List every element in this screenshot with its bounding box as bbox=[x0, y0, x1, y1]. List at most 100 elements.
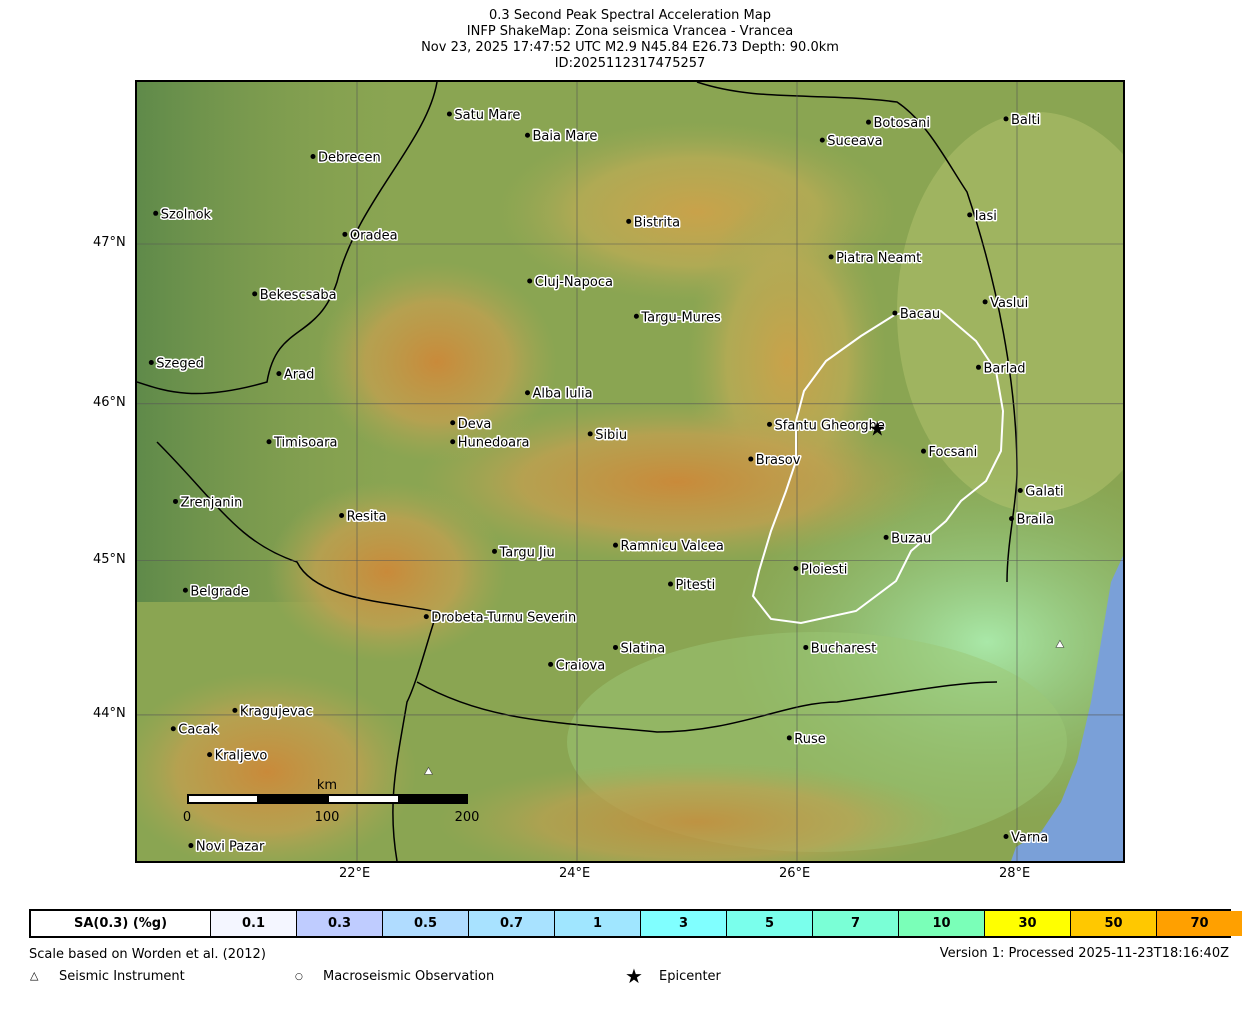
city-marker[interactable]: Resita bbox=[339, 508, 388, 526]
map-title: 0.3 Second Peak Spectral Acceleration Ma… bbox=[489, 8, 771, 23]
lat-tick-label: 45°N bbox=[93, 551, 126, 567]
city-marker[interactable]: Arad bbox=[276, 366, 316, 384]
city-dot-icon bbox=[423, 614, 429, 620]
city-marker[interactable]: Brasov bbox=[748, 452, 802, 470]
city-marker[interactable]: Slatina bbox=[613, 640, 667, 658]
city-label: Iasi bbox=[975, 209, 997, 224]
city-dot-icon bbox=[525, 132, 530, 138]
city-marker[interactable]: Braila bbox=[1009, 511, 1055, 529]
seismic-instrument-triangle-icon[interactable] bbox=[1055, 639, 1065, 648]
city-marker[interactable]: Suceava bbox=[819, 133, 884, 151]
city-dot-icon bbox=[793, 566, 799, 572]
city-marker[interactable]: Debrecen bbox=[310, 149, 382, 167]
epicenter-star-icon[interactable] bbox=[869, 421, 885, 436]
city-marker[interactable]: Ruse bbox=[786, 730, 827, 748]
city-dot-icon bbox=[921, 448, 926, 454]
city-marker[interactable]: Bekescsaba bbox=[252, 286, 338, 304]
city-dot-icon bbox=[613, 542, 618, 548]
city-marker[interactable]: Galati bbox=[1017, 483, 1065, 501]
city-label: Novi Pazar bbox=[196, 840, 265, 855]
city-marker[interactable]: Drobeta-Turnu Severin bbox=[423, 609, 578, 627]
city-marker[interactable]: Sibiu bbox=[587, 426, 629, 444]
legend-bin: 0.7 bbox=[468, 911, 554, 936]
city-marker[interactable]: Cluj-Napoca bbox=[527, 274, 614, 292]
legend-bin: 3 bbox=[640, 911, 726, 936]
city-dot-icon bbox=[153, 210, 159, 216]
city-dot-icon bbox=[527, 278, 533, 284]
city-marker[interactable]: Kragujevac bbox=[232, 703, 314, 721]
city-marker[interactable]: Hunedoara bbox=[450, 434, 531, 452]
city-marker[interactable]: Targu-Mures bbox=[633, 309, 722, 327]
legend-header: SA(0.3) (%g) bbox=[73, 916, 168, 931]
city-marker[interactable]: Iasi bbox=[967, 207, 998, 225]
city-marker[interactable]: Buzau bbox=[883, 530, 933, 548]
city-dot-icon bbox=[982, 299, 988, 305]
city-marker[interactable]: Ramnicu Valcea bbox=[613, 538, 725, 556]
city-marker[interactable]: Satu Mare bbox=[446, 106, 522, 124]
city-marker[interactable]: Pitesti bbox=[668, 577, 717, 595]
city-dot-icon bbox=[525, 390, 530, 396]
city-marker[interactable]: Vaslui bbox=[982, 294, 1030, 312]
shakemap[interactable]: Satu Mare Baia Mare Debrecen Botosani Suceav… bbox=[135, 80, 1125, 863]
city-label: Brasov bbox=[756, 453, 801, 468]
star-icon: ★ bbox=[625, 964, 643, 988]
city-label: Zrenjanin bbox=[181, 495, 243, 510]
city-label: Barlad bbox=[984, 361, 1026, 376]
city-dot-icon bbox=[170, 726, 176, 732]
city-marker[interactable]: Bistrita bbox=[626, 214, 682, 232]
map-subtitle: INFP ShakeMap: Zona seismica Vrancea - V… bbox=[466, 24, 794, 39]
city-dot-icon bbox=[828, 254, 834, 260]
city-dot-icon bbox=[232, 707, 238, 713]
city-marker[interactable]: Focsani bbox=[921, 444, 979, 462]
city-marker[interactable]: Bucharest bbox=[803, 640, 878, 658]
city-marker[interactable]: Botosani bbox=[866, 115, 932, 133]
city-label: Vaslui bbox=[990, 296, 1028, 311]
city-marker[interactable]: Belgrade bbox=[182, 583, 250, 601]
border-serbia bbox=[156, 441, 438, 861]
city-marker[interactable]: Kraljevo bbox=[207, 747, 269, 765]
event-id: ID:2025112317475257 bbox=[554, 56, 706, 71]
lon-tick-label: 28°E bbox=[999, 866, 1031, 881]
city-label: Drobeta-Turnu Severin bbox=[431, 611, 576, 626]
city-marker[interactable]: Varna bbox=[1003, 829, 1050, 847]
city-marker[interactable]: Targu Jiu bbox=[492, 544, 556, 562]
city-label: Kragujevac bbox=[240, 704, 313, 719]
city-marker[interactable]: Szolnok bbox=[153, 206, 213, 224]
city-marker[interactable]: Sfantu Gheorghe bbox=[767, 417, 886, 435]
legend-bin: 0.3 bbox=[296, 911, 382, 936]
scale-unit: km bbox=[317, 778, 337, 793]
city-label: Hunedoara bbox=[458, 436, 530, 451]
city-marker[interactable]: Novi Pazar bbox=[188, 838, 267, 856]
city-label: Varna bbox=[1011, 831, 1048, 846]
city-dot-icon bbox=[633, 313, 639, 319]
city-marker[interactable]: Deva bbox=[450, 415, 493, 433]
city-marker[interactable]: Piatra Neamt bbox=[828, 249, 923, 267]
seismic-instrument-triangle-icon[interactable] bbox=[423, 766, 434, 775]
city-marker[interactable]: Timisoara bbox=[266, 434, 339, 452]
city-marker[interactable]: Bacau bbox=[892, 306, 942, 324]
city-marker[interactable]: Oradea bbox=[342, 227, 399, 245]
city-dot-icon bbox=[1017, 487, 1023, 493]
city-marker[interactable]: Alba Iulia bbox=[525, 385, 594, 403]
city-label: Belgrade bbox=[190, 584, 248, 599]
scale-segment bbox=[189, 796, 257, 802]
city-label: Piatra Neamt bbox=[836, 251, 921, 266]
city-marker[interactable]: Balti bbox=[1003, 111, 1042, 129]
lon-tick-label: 26°E bbox=[779, 866, 811, 881]
city-label: Slatina bbox=[621, 641, 666, 656]
city-marker[interactable]: Craiova bbox=[548, 657, 607, 675]
city-labels: Satu Mare Baia Mare Debrecen Botosani Suceav… bbox=[148, 106, 1065, 856]
city-label: Balti bbox=[1011, 113, 1040, 128]
city-dot-icon bbox=[252, 291, 258, 297]
city-label: Deva bbox=[458, 417, 492, 432]
city-marker[interactable]: Barlad bbox=[976, 360, 1027, 378]
city-marker[interactable]: Szeged bbox=[148, 355, 205, 373]
city-marker[interactable]: Baia Mare bbox=[525, 128, 599, 146]
city-marker[interactable]: Cacak bbox=[170, 721, 220, 739]
city-label: Bekescsaba bbox=[260, 288, 337, 303]
serbian-highlands bbox=[137, 672, 417, 861]
city-label: Bucharest bbox=[811, 641, 876, 656]
apuseni-mountains bbox=[317, 262, 557, 462]
city-marker[interactable]: Zrenjanin bbox=[173, 494, 244, 512]
city-marker[interactable]: Ploiesti bbox=[793, 561, 849, 579]
